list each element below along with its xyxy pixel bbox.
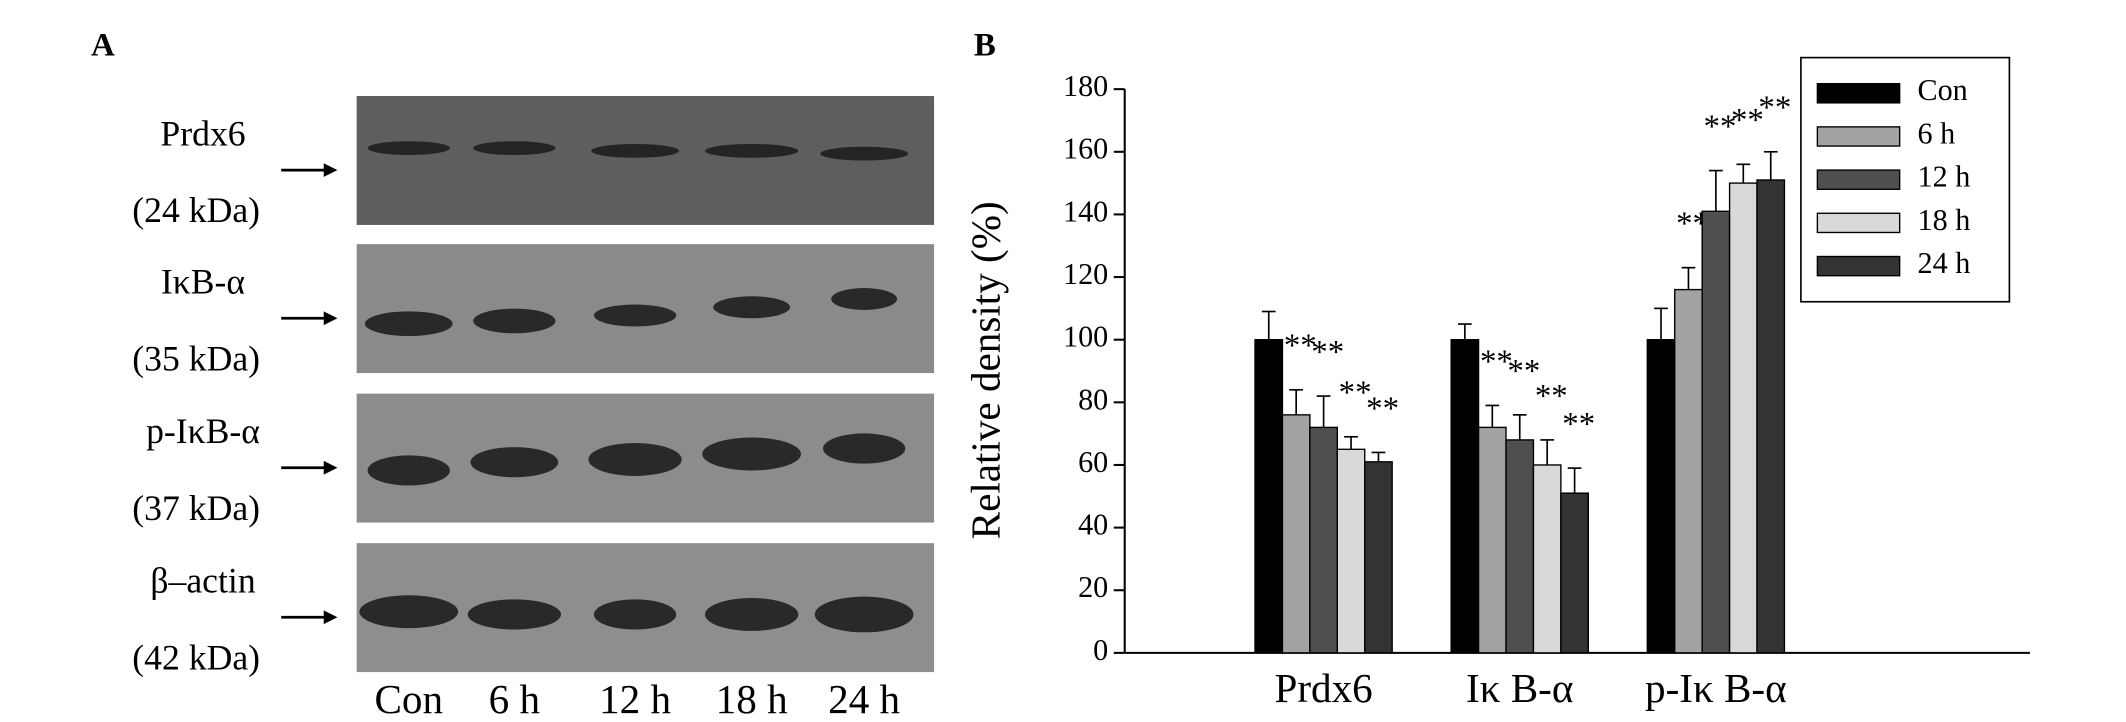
- legend-label: Con: [1917, 73, 1967, 107]
- arrow-head: [323, 311, 338, 326]
- bar: [1560, 492, 1590, 654]
- protein-label: p-IκB-α: [146, 411, 260, 451]
- legend-swatch: [1816, 212, 1901, 234]
- protein-label: Prdx6: [160, 113, 245, 153]
- x-tick-label: Prdx6: [1274, 665, 1372, 711]
- bar: [1674, 288, 1703, 654]
- legend-swatch: [1816, 255, 1901, 277]
- x-tick-label: p-Iκ B-α: [1645, 665, 1787, 711]
- blot-band: [367, 141, 450, 155]
- legend-label: 6 h: [1917, 116, 1955, 150]
- y-tick-label: 40: [1078, 508, 1108, 542]
- blot-band: [820, 146, 909, 161]
- legend-label: 18 h: [1917, 203, 1970, 237]
- blot-band: [367, 455, 450, 486]
- blot-band: [702, 437, 802, 471]
- lane-label: 6 h: [489, 676, 541, 722]
- arrow-head: [323, 460, 338, 475]
- lane-label: 24 h: [828, 676, 900, 722]
- significance-label: **: [1311, 334, 1344, 370]
- significance-label: **: [1535, 378, 1568, 414]
- blot-band: [467, 599, 562, 630]
- significance-label: **: [1480, 344, 1513, 380]
- y-tick-label: 60: [1078, 445, 1108, 479]
- y-tick-label: 180: [1063, 69, 1108, 103]
- bar: [1646, 339, 1676, 654]
- blot-band: [593, 304, 677, 327]
- significance-label: **: [1366, 391, 1399, 427]
- panel-label: B: [974, 28, 996, 64]
- blot-band: [705, 598, 799, 631]
- y-axis-label: Relative density (%): [963, 201, 1010, 539]
- y-tick-label: 100: [1063, 320, 1108, 354]
- bar: [1701, 210, 1731, 654]
- blot-band: [470, 447, 559, 478]
- blot-band: [364, 311, 453, 337]
- significance-label: **: [1562, 406, 1595, 442]
- significance-label: **: [1284, 328, 1317, 364]
- blot-band: [814, 596, 914, 633]
- lane-label: 12 h: [599, 676, 671, 722]
- blot-band: [473, 141, 556, 155]
- lane-label: Con: [374, 676, 443, 722]
- bar: [1309, 426, 1339, 654]
- blot-band: [473, 308, 556, 334]
- legend-label: 12 h: [1917, 160, 1970, 194]
- bar: [1281, 414, 1311, 654]
- bar: [1532, 464, 1562, 654]
- legend-swatch: [1816, 126, 1901, 147]
- bar: [1364, 461, 1393, 654]
- blot-band: [831, 288, 898, 310]
- bar: [1505, 439, 1535, 654]
- significance-label: **: [1339, 375, 1372, 411]
- blot-band: [705, 144, 799, 158]
- x-tick-label: Iκ B-α: [1466, 665, 1573, 711]
- bar: [1477, 426, 1507, 654]
- y-tick-label: 80: [1078, 382, 1108, 416]
- y-tick-label: 0: [1093, 633, 1108, 667]
- protein-label: β–actin: [150, 560, 255, 600]
- legend-swatch: [1816, 169, 1901, 190]
- arrow-head: [323, 163, 338, 177]
- blot-strip: [356, 96, 935, 225]
- weight-label: (37 kDa): [132, 488, 260, 528]
- blot-band: [593, 599, 677, 630]
- significance-label: **: [1704, 109, 1737, 145]
- bar: [1728, 182, 1758, 654]
- blot-band: [588, 443, 682, 476]
- bar: [1254, 339, 1284, 654]
- weight-label: (42 kDa): [132, 637, 260, 677]
- weight-label: (35 kDa): [132, 338, 260, 378]
- arrow-head: [323, 610, 338, 625]
- weight-label: (24 kDa): [132, 190, 260, 230]
- y-tick-label: 160: [1063, 132, 1108, 166]
- y-tick-label: 120: [1063, 257, 1108, 291]
- protein-label: IκB-α: [161, 261, 245, 301]
- y-tick-label: 140: [1063, 194, 1108, 228]
- blot-band: [359, 595, 459, 629]
- lane-label: 18 h: [716, 676, 788, 722]
- significance-label: **: [1758, 90, 1791, 126]
- significance-label: **: [1507, 353, 1540, 389]
- significance-label: **: [1731, 103, 1764, 139]
- blot-band: [591, 144, 679, 158]
- legend-swatch: [1816, 82, 1901, 104]
- y-tick-label: 20: [1078, 570, 1108, 604]
- panel-label: A: [91, 28, 115, 64]
- legend-label: 24 h: [1917, 246, 1970, 280]
- blot-band: [822, 433, 906, 464]
- bar: [1450, 339, 1480, 654]
- bar: [1336, 448, 1366, 654]
- bar: [1756, 179, 1786, 654]
- blot-band: [713, 296, 791, 319]
